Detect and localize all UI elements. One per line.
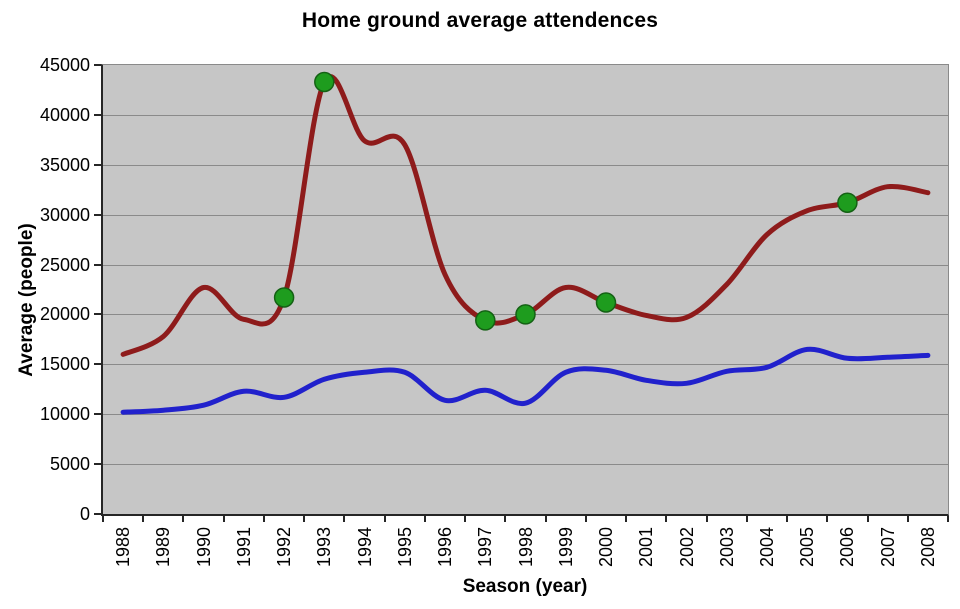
y-tick-label: 25000 — [39, 254, 90, 275]
y-tick-mark — [94, 213, 101, 216]
y-tick-mark — [94, 163, 101, 166]
marker-dot-1992 — [273, 287, 295, 308]
x-tick-label: 1994 — [354, 526, 375, 567]
x-axis-title: Season (year) — [462, 576, 588, 597]
x-tick-label: 2000 — [596, 526, 616, 567]
x-tick-label: 1990 — [193, 526, 214, 567]
marker-dot-1997 — [475, 310, 496, 331]
x-tick-label: 1991 — [233, 526, 254, 567]
y-tick-label: 5000 — [49, 454, 90, 475]
x-tick-label: 2006 — [837, 526, 858, 567]
x-tick-label: 1999 — [555, 526, 576, 567]
plot-svg — [103, 71, 948, 465]
x-tick-mark — [464, 516, 466, 522]
x-tick-mark — [263, 516, 265, 522]
x-tick-mark — [142, 516, 144, 522]
x-tick-mark — [746, 516, 748, 522]
y-tick-label: 20000 — [39, 304, 90, 325]
x-tick-mark — [826, 516, 828, 522]
y-tick-mark — [94, 263, 101, 266]
x-tick-label: 1997 — [475, 526, 496, 567]
y-tick-mark — [94, 413, 101, 416]
x-tick-mark — [182, 516, 184, 522]
x-tick-mark — [303, 516, 305, 522]
y-tick-label: 30000 — [39, 204, 90, 225]
x-tick-mark — [223, 516, 225, 522]
y-tick-label: 0 — [79, 504, 90, 524]
y-tick-label: 10000 — [39, 404, 90, 425]
chart-title: Home ground average attendences — [301, 9, 659, 32]
x-tick-label: 1988 — [113, 526, 134, 567]
x-tick-mark — [786, 516, 788, 522]
y-tick-mark — [94, 313, 101, 316]
series-blue-line — [120, 346, 931, 415]
x-tick-mark — [706, 516, 708, 522]
y-tick-mark — [94, 363, 101, 366]
x-tick-label: 1992 — [274, 526, 295, 567]
x-tick-mark — [947, 516, 949, 522]
marker-dot-2000 — [595, 292, 617, 313]
y-tick-label: 35000 — [39, 154, 90, 175]
x-tick-label: 1989 — [153, 526, 174, 567]
x-tick-label: 2005 — [797, 526, 818, 567]
x-tick-label: 2002 — [676, 526, 697, 567]
x-tick-label: 2001 — [636, 526, 657, 567]
x-tick-label: 1998 — [515, 526, 536, 567]
x-tick-mark — [907, 516, 909, 522]
x-tick-label: 2004 — [756, 526, 777, 567]
x-tick-mark — [343, 516, 345, 522]
x-tick-label: 2007 — [877, 526, 898, 567]
x-tick-label: 2008 — [917, 526, 938, 567]
y-tick-label: 45000 — [39, 55, 90, 75]
marker-dot-2006 — [837, 192, 858, 213]
x-tick-label: 1993 — [314, 526, 335, 567]
y-tick-mark — [94, 64, 101, 66]
y-tick-mark — [94, 113, 101, 116]
y-tick-label: 15000 — [39, 354, 90, 375]
x-tick-mark — [665, 516, 667, 522]
x-tick-mark — [384, 516, 386, 522]
y-tick-mark — [94, 463, 101, 466]
marker-dot-1998 — [515, 304, 536, 325]
x-tick-label: 1995 — [394, 526, 415, 567]
x-tick-mark — [867, 516, 869, 522]
x-tick-mark — [585, 516, 587, 522]
x-tick-mark — [545, 516, 547, 522]
x-tick-mark — [504, 516, 506, 522]
x-tick-mark — [424, 516, 426, 522]
marker-dot-1993 — [314, 71, 335, 93]
x-tick-label: 1996 — [435, 526, 455, 567]
plot-area — [101, 64, 949, 516]
y-tick-mark — [94, 513, 101, 515]
x-tick-mark — [625, 516, 627, 522]
x-tick-label: 2003 — [716, 526, 737, 567]
y-tick-label: 40000 — [39, 104, 90, 125]
x-tick-mark — [102, 516, 104, 522]
